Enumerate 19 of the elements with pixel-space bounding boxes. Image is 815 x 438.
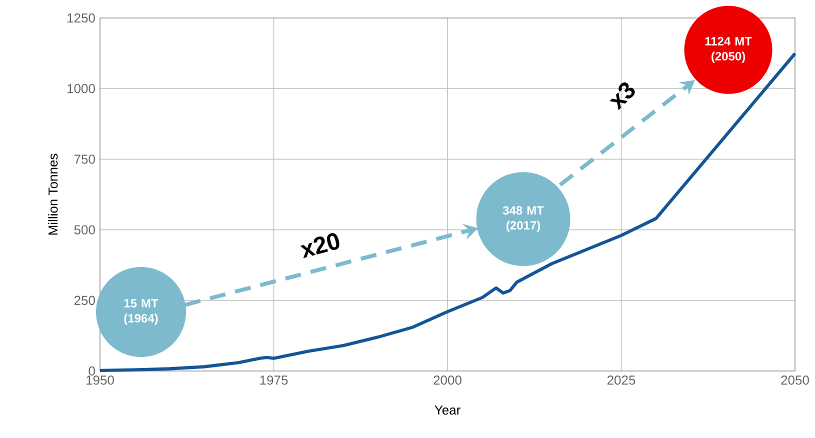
y-axis-title: Million Tonnes bbox=[48, 154, 58, 235]
x-axis-title: Year bbox=[434, 406, 460, 415]
annotation: 1124 MT (2050) bbox=[705, 36, 752, 63]
annotation: x3 bbox=[610, 82, 635, 110]
x-tick-label: 2025 bbox=[607, 376, 636, 385]
line-series bbox=[98, 52, 797, 372]
y-tick-label: 750 bbox=[74, 154, 95, 164]
x-tick-label: 2000 bbox=[434, 376, 462, 385]
y-tick-label: 0 bbox=[88, 366, 95, 376]
x-tick-label: 1950 bbox=[86, 376, 114, 385]
x-tick-label: 2050 bbox=[781, 376, 809, 385]
y-tick-label: 500 bbox=[74, 225, 95, 234]
annotation: x20 bbox=[300, 233, 340, 258]
y-tick-label: 250 bbox=[74, 296, 95, 305]
annotation: 348 MT (2017) bbox=[502, 206, 544, 232]
y-tick-label: 1250 bbox=[68, 13, 95, 23]
y-tick-label: 1000 bbox=[68, 84, 95, 94]
x-tick-label: 1975 bbox=[260, 376, 288, 385]
annotation: 15 MT (1964) bbox=[124, 299, 158, 325]
